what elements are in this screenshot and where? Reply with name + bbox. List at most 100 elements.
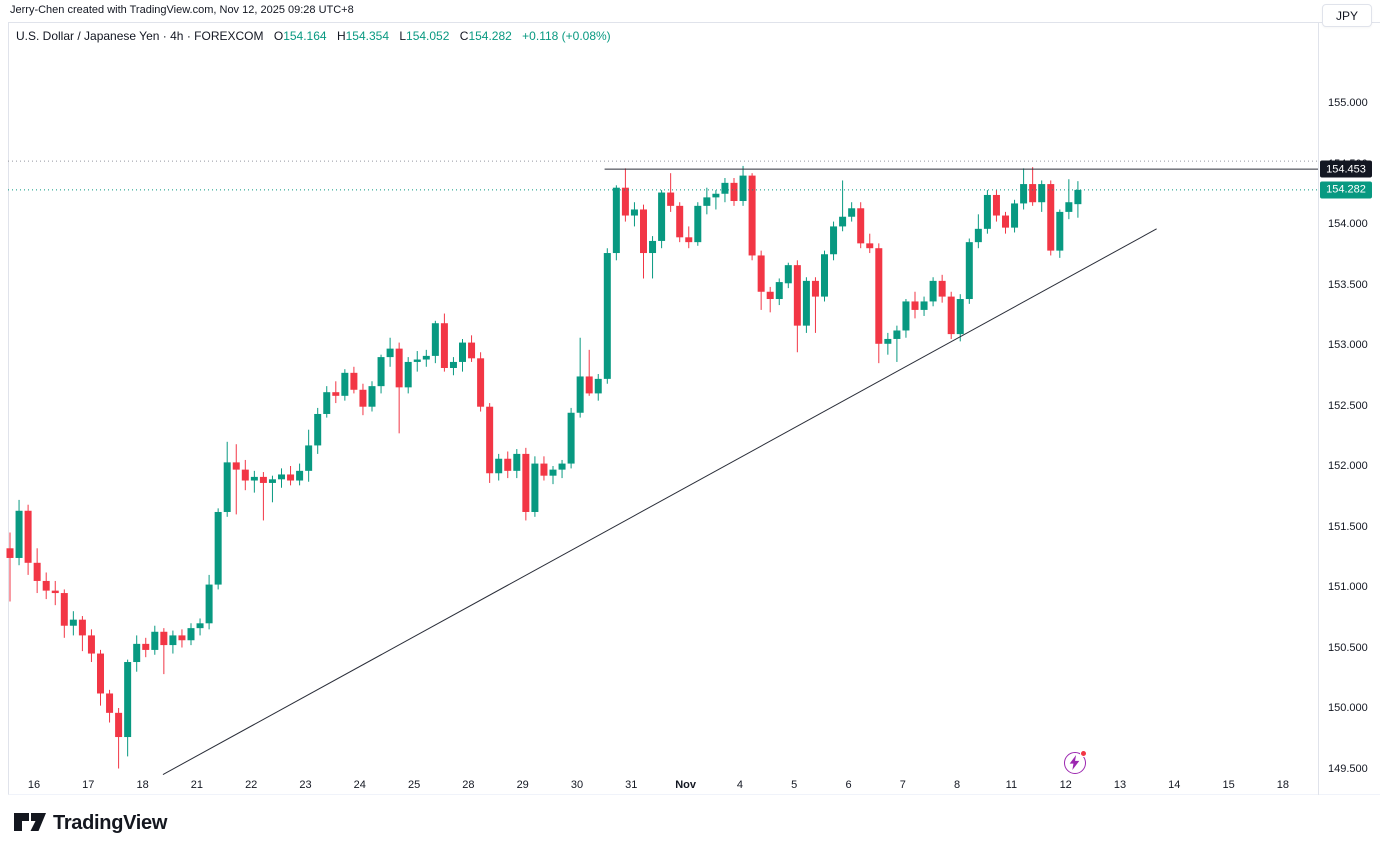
price-tick-label: 151.500 — [1328, 520, 1368, 533]
candle — [323, 386, 331, 418]
time-tick-label: 21 — [190, 779, 204, 791]
candle — [386, 337, 394, 367]
candle — [341, 369, 349, 401]
candle — [694, 202, 702, 246]
candle — [350, 366, 358, 394]
candle — [178, 629, 186, 648]
candle — [540, 456, 548, 481]
candle — [594, 374, 602, 401]
drawing-price-badge: 154.453 — [1320, 160, 1372, 178]
time-tick-label: Nov — [675, 779, 696, 791]
candle — [621, 168, 629, 222]
candle — [250, 470, 258, 493]
candle — [413, 351, 421, 372]
candle — [6, 532, 14, 602]
candle — [911, 291, 919, 319]
tradingview-mark-icon — [14, 813, 46, 831]
candle — [359, 383, 367, 416]
lightning-ring — [1064, 752, 1086, 774]
candle — [78, 616, 86, 652]
price-tick-label: 154.000 — [1328, 218, 1368, 230]
candle — [169, 630, 177, 654]
candle — [232, 444, 240, 515]
candle — [124, 659, 132, 757]
price-tick-label: 152.500 — [1328, 399, 1368, 412]
candle — [160, 628, 168, 675]
low-value: 154.052 — [406, 29, 450, 43]
time-tick-label: 31 — [625, 779, 638, 791]
price-tick-label: 149.500 — [1328, 762, 1368, 775]
candle — [377, 354, 385, 394]
time-tick-label: 25 — [407, 779, 421, 791]
time-tick-label: 15 — [1222, 779, 1235, 791]
candle — [902, 299, 910, 338]
symbol-legend[interactable]: U.S. Dollar / Japanese Yen · 4h · FOREXC… — [16, 29, 611, 43]
candle — [938, 274, 946, 303]
time-tick-label: 4 — [736, 779, 743, 791]
candle — [223, 441, 231, 517]
candle — [676, 202, 684, 243]
close-label: C — [459, 29, 469, 43]
candle — [757, 250, 765, 310]
candle — [278, 468, 285, 488]
candle — [1002, 211, 1009, 234]
candle — [893, 325, 901, 362]
candle — [368, 381, 376, 412]
candle — [522, 447, 530, 521]
candle — [332, 381, 340, 404]
open-label: O — [273, 29, 284, 43]
candle — [495, 453, 503, 481]
tradingview-logo[interactable]: TradingView — [14, 810, 167, 836]
candle — [459, 338, 466, 372]
candle — [929, 277, 937, 307]
candle — [431, 320, 439, 364]
high-value: 154.354 — [345, 29, 389, 43]
candle — [884, 332, 892, 355]
candle — [296, 463, 304, 486]
candle — [187, 623, 195, 646]
candle — [685, 226, 693, 249]
candle — [875, 243, 883, 364]
candle — [630, 202, 638, 227]
time-tick-label: 23 — [299, 779, 312, 791]
candle — [730, 178, 738, 206]
price-tick-label: 153.500 — [1328, 278, 1368, 291]
candle — [395, 342, 403, 434]
candle — [739, 165, 747, 206]
candle — [142, 637, 150, 658]
candle — [712, 190, 720, 210]
candle — [802, 277, 810, 333]
candle — [60, 589, 68, 638]
ascending-trendline[interactable] — [162, 228, 1157, 775]
time-tick-label: 11 — [1005, 779, 1018, 791]
tradingview-logo-text: TradingView — [53, 811, 168, 834]
candle — [531, 456, 539, 517]
candle — [1029, 167, 1037, 206]
candle — [33, 548, 41, 594]
lightning-badge-icon[interactable] — [1064, 750, 1087, 774]
high-label: H — [336, 29, 346, 43]
candle — [477, 352, 485, 412]
candle — [87, 629, 95, 663]
candle — [314, 407, 322, 454]
candle — [775, 278, 783, 306]
change-value: +0.118 (+0.08%) — [522, 29, 611, 43]
candle — [422, 349, 430, 367]
candle — [214, 508, 222, 590]
candle — [133, 635, 141, 672]
candle — [69, 611, 77, 636]
exchange-label: FOREXCOM — [194, 29, 264, 43]
candle — [1038, 180, 1046, 212]
time-tick-label: 14 — [1168, 779, 1181, 791]
candle — [404, 357, 412, 394]
candle — [956, 294, 964, 342]
time-tick-label: 29 — [516, 779, 529, 791]
price-tick-label: 150.000 — [1328, 702, 1368, 714]
last-price-badge: 154.282 — [1320, 181, 1372, 199]
candle — [640, 204, 647, 279]
candle — [468, 335, 476, 362]
candle — [1047, 180, 1055, 256]
candle — [513, 449, 521, 479]
currency-jpy-button[interactable]: JPY — [1322, 4, 1372, 27]
